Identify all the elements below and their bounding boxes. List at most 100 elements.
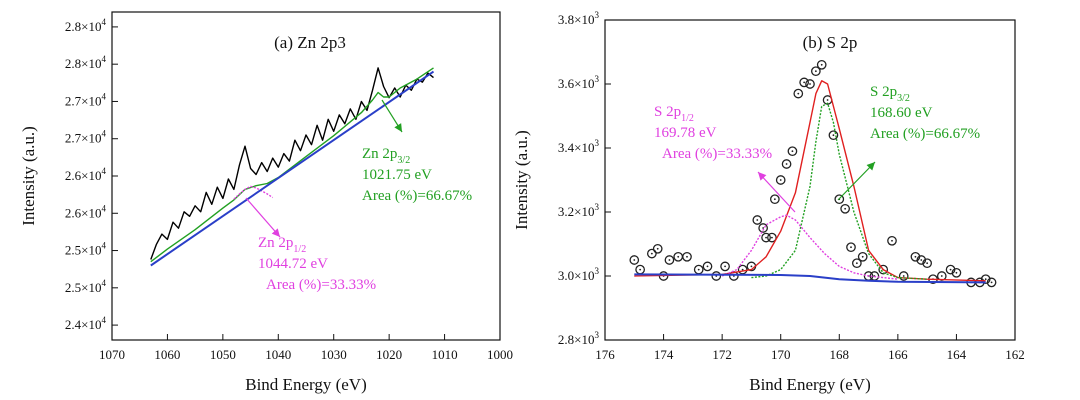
annotation-text: Area (%)=33.33% [662,146,772,162]
fit-line [150,67,434,263]
zn-2p1-2-peak-line [233,185,274,200]
annotation-line: 1044.72 eV [258,256,328,272]
y-tick-mantissa: 2.8×10 [65,56,102,71]
x-tick-label: 1060 [154,347,180,362]
raw-data-point [702,261,713,272]
annotation-text: 168.60 eV [870,105,933,121]
raw-data-point [652,243,663,254]
y-tick-mantissa: 2.5×10 [65,280,102,295]
raw-data-point [752,215,763,225]
y-tick-mantissa: 2.8×10 [65,19,102,34]
raw-data-point [916,255,927,265]
x-tick-label: 168 [830,347,850,362]
y-tick-exponent: 3 [595,138,600,148]
raw-data-point [852,258,862,269]
annotation-line: 1021.75 eV [362,167,432,183]
x-tick-label: 166 [888,347,908,362]
raw-data-point-dot [902,275,905,277]
raw-data-point-dot [706,265,709,268]
raw-data-point [799,77,809,88]
raw-data-point-dot [750,265,753,268]
raw-data-point [805,79,815,89]
y-tick-label: 2.8×103 [558,330,600,347]
raw-data-point [834,194,845,205]
annotation-line: S 2p3/2 [870,84,910,104]
raw-data-point [775,175,786,185]
annotation-arrow [837,161,876,201]
chart-panel-b: 176 174 172 170 168 166 164 1622.8×1033.0×1033.… [512,10,1025,394]
y-tick-exponent: 4 [102,315,107,325]
raw-data-point-dot [668,259,671,261]
raw-data-point-dot [656,247,659,250]
y-tick-exponent: 4 [102,129,107,139]
raw-data-point-dot [832,134,835,137]
annotation-text: S 2p [654,104,681,120]
annotation-subscript: 3/2 [897,93,910,104]
raw-data-point-dot [633,259,636,261]
raw-data-point [682,251,692,262]
annotation-subscript: 3/2 [397,155,410,166]
y-tick-mantissa: 2.7×10 [65,131,102,146]
raw-data-point [980,274,991,285]
raw-data-point-dot [891,239,893,242]
y-tick-exponent: 3 [595,10,600,20]
y-tick-label: 2.5×104 [65,278,107,295]
y-tick-label: 2.4×104 [65,315,107,332]
raw-data-point [711,271,722,281]
raw-data-point [811,66,821,77]
raw-data-point-dot [809,83,811,85]
x-tick-label: 1020 [376,347,402,362]
raw-data-point [986,277,997,288]
y-tick-label: 2.7×104 [65,91,107,108]
raw-data-point [787,146,798,157]
annotation-text: 1044.72 eV [258,256,328,272]
y-tick-label: 3.6×103 [558,74,600,91]
y-tick-mantissa: 3.4×10 [558,140,595,155]
raw-data-point [761,232,771,243]
raw-data-point-dot [771,236,773,239]
raw-data-point-dot [914,255,917,258]
raw-line [150,67,434,260]
y-tick-exponent: 4 [102,166,107,176]
y-tick-label: 3.8×103 [558,10,600,27]
raw-data-point-dot [639,268,642,271]
raw-data-point-dot [949,268,952,271]
raw-data-point [758,223,768,233]
raw-data-point-dot [861,255,864,258]
raw-data-point-dot [756,219,759,221]
raw-data-point [951,267,962,278]
raw-data-point-dot [765,236,767,239]
annotation-arrow [245,197,281,238]
panel-title: (a) Zn 2p3 [274,33,346,52]
raw-data-point [770,194,780,205]
raw-data-point-dot [844,207,847,210]
raw-data-point [828,130,839,141]
raw-data-point [857,251,868,262]
raw-data-point-dot [724,265,726,268]
annotation-arrowhead [866,162,875,171]
y-tick-mantissa: 2.4×10 [65,317,102,332]
raw-data-point [767,232,777,243]
raw-data-point [945,264,956,275]
y-tick-exponent: 4 [102,91,107,101]
raw-data-point-dot [650,252,653,255]
y-tick-label: 2.7×104 [65,129,107,146]
annotation-arrowhead [758,172,767,181]
annotation-line: Zn 2p3/2 [362,146,410,166]
y-tick-label: 2.6×104 [65,203,107,220]
raw-data-point-dot [926,262,929,265]
x-tick-label: 174 [654,347,674,362]
x-tick-label: 170 [771,347,791,362]
raw-data-point [816,59,827,70]
raw-data-point-dot [920,259,923,261]
annotation-text: Zn 2p [362,146,397,162]
background-line [150,70,435,267]
raw-data-point-dot [697,268,700,271]
chart-panel-a: 1070 1060 1050 1040 1030 1020 1010 10002.4×1042… [19,11,513,394]
annotation-text: Area (%)=33.33% [266,277,376,293]
raw-data-point [898,271,909,281]
